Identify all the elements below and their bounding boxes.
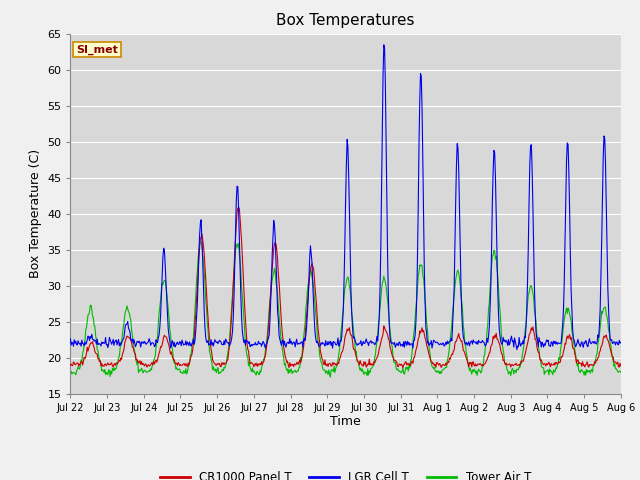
Legend: CR1000 Panel T, LGR Cell T, Tower Air T: CR1000 Panel T, LGR Cell T, Tower Air T <box>156 466 536 480</box>
Y-axis label: Box Temperature (C): Box Temperature (C) <box>29 149 42 278</box>
X-axis label: Time: Time <box>330 415 361 429</box>
Title: Box Temperatures: Box Temperatures <box>276 13 415 28</box>
Text: SI_met: SI_met <box>76 44 118 55</box>
